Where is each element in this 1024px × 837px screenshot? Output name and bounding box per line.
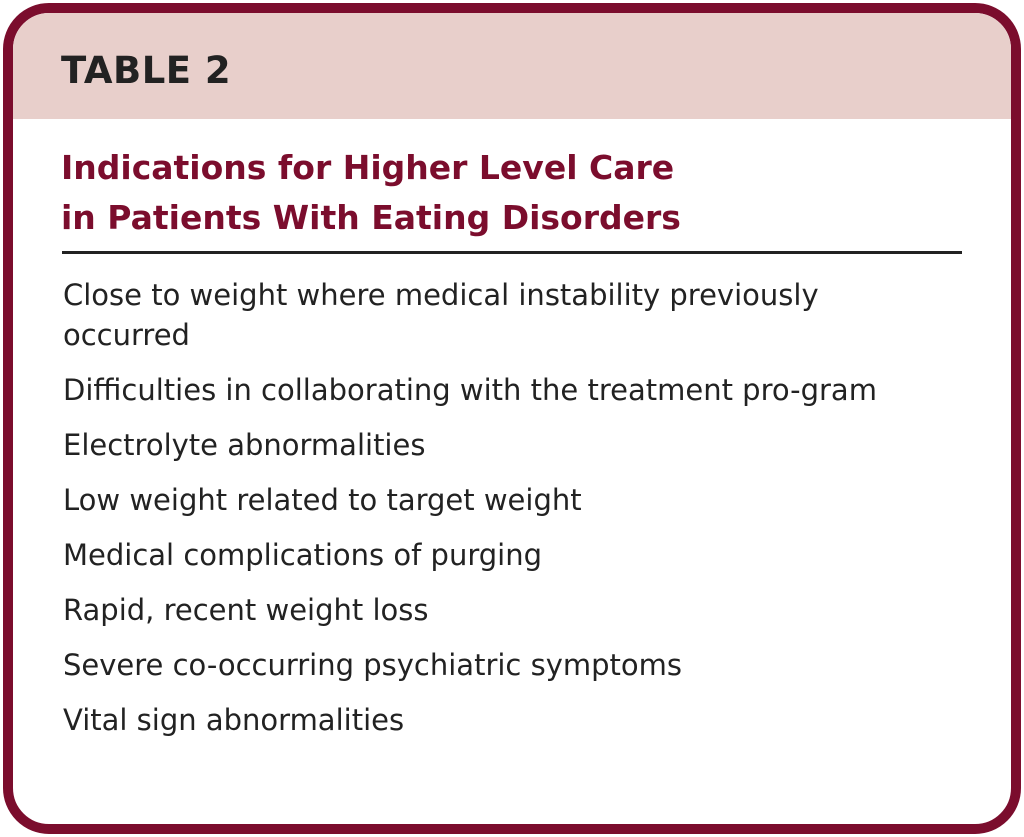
list-item: Close to weight where medical instabilit… [63, 278, 819, 352]
list-item: Severe co-occurring psychiatric symptoms [63, 648, 682, 682]
list-item: Electrolyte abnormalities [63, 428, 426, 462]
list-item: Medical complications of purging [63, 538, 542, 572]
table-label: TABLE 2 [61, 49, 232, 92]
title-line: Indications for Higher Level Care [61, 148, 675, 187]
list-item: Vital sign abnormalities [63, 703, 405, 737]
list-item: Low weight related to target weight [63, 483, 582, 517]
title-line: in Patients With Eating Disorders [61, 198, 681, 237]
table-header: TABLE 2 [13, 13, 1011, 119]
table-card: TABLE 2 Indications for Higher Level Car… [3, 3, 1021, 834]
list-item: Difficulties in collaborating with the t… [63, 373, 877, 407]
divider [62, 251, 962, 254]
table-title: Indications for Higher Level Care in Pat… [61, 143, 681, 243]
indications-list: Close to weight where medical instabilit… [63, 275, 883, 755]
list-item: Rapid, recent weight loss [63, 593, 429, 627]
